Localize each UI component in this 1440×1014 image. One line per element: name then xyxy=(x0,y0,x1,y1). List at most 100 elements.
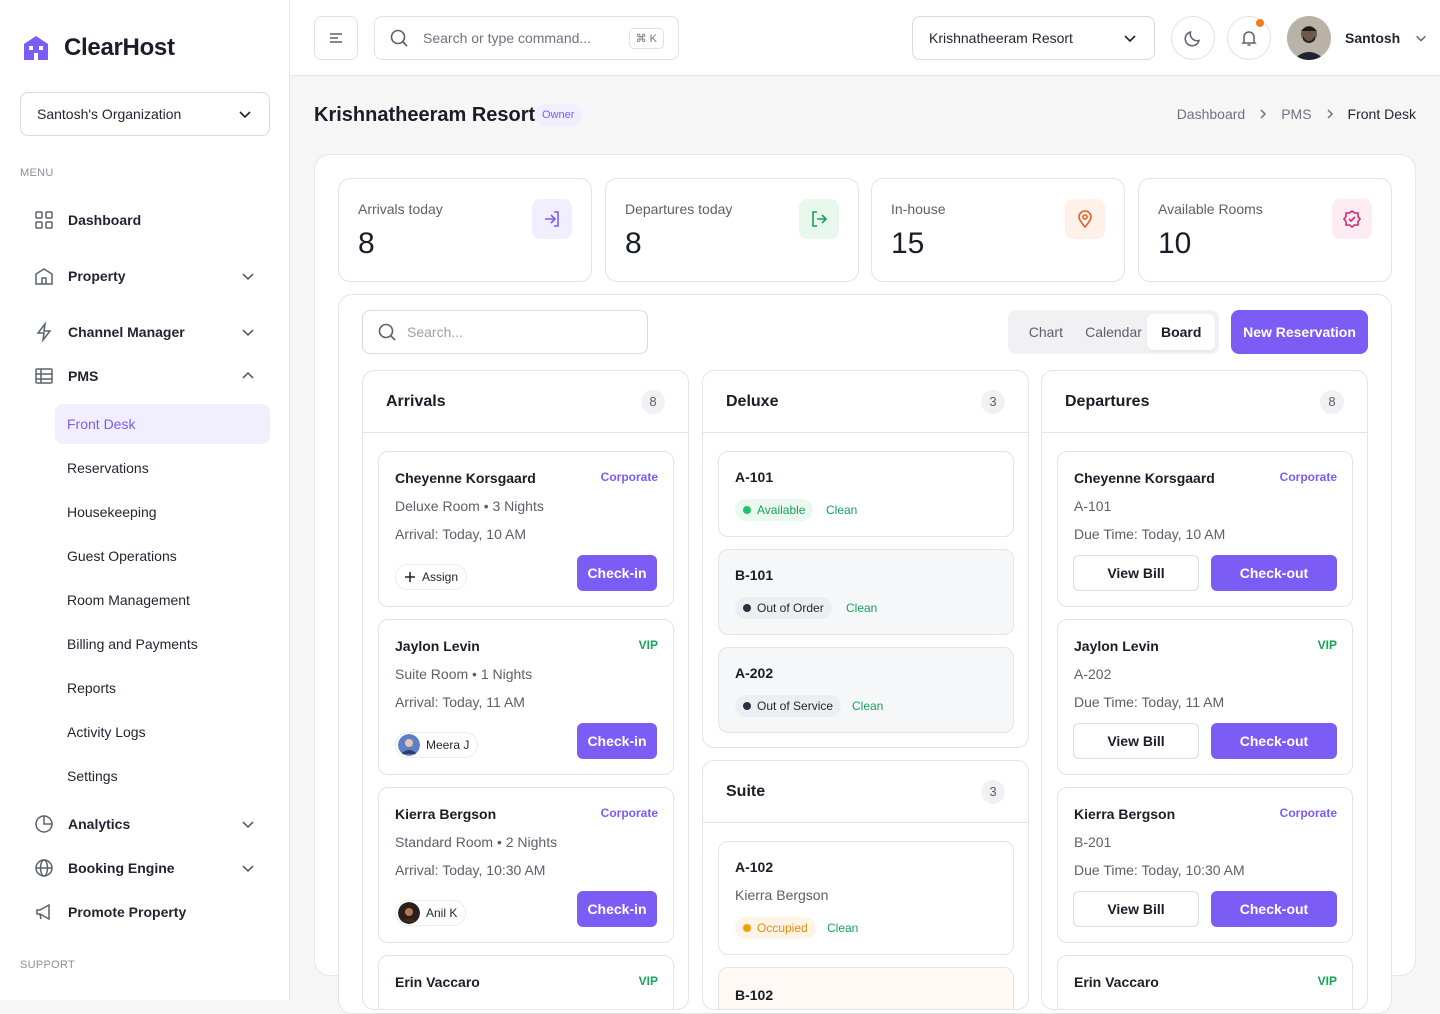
view-switcher: Chart Calendar Board xyxy=(1008,310,1219,354)
sidebar-item-label: Channel Manager xyxy=(68,324,185,340)
globe-icon xyxy=(34,858,54,878)
check-in-button[interactable]: Check-in xyxy=(577,891,657,927)
chevron-down-icon xyxy=(242,329,254,337)
sidebar-sub-housekeeping[interactable]: Housekeeping xyxy=(67,504,157,520)
departure-card[interactable]: Cheyenne Korsgaard Corporate A-101 Due T… xyxy=(1057,451,1353,607)
sidebar-item-analytics[interactable]: Analytics xyxy=(20,804,270,844)
sidebar-sub-front-desk[interactable]: Front Desk xyxy=(55,404,270,444)
menu-toggle-button[interactable] xyxy=(314,16,358,60)
organization-select[interactable]: Santosh's Organization xyxy=(20,92,270,136)
sidebar-sub-settings[interactable]: Settings xyxy=(67,768,118,784)
new-reservation-button[interactable]: New Reservation xyxy=(1231,310,1368,354)
organization-name: Santosh's Organization xyxy=(37,106,182,122)
assignee-name: Anil K xyxy=(426,906,458,920)
housekeeping-status: Clean xyxy=(826,503,858,517)
assignee-name: Meera J xyxy=(426,738,470,752)
support-label: SUPPORT xyxy=(20,959,76,971)
check-out-button[interactable]: Check-out xyxy=(1211,555,1337,591)
view-bill-button[interactable]: View Bill xyxy=(1073,555,1199,591)
search-placeholder: Search or type command... xyxy=(423,30,592,46)
chevron-down-icon xyxy=(1124,35,1136,43)
departure-card[interactable]: Kierra Bergson Corporate B-201 Due Time:… xyxy=(1057,787,1353,943)
column-title: Departures xyxy=(1065,392,1150,410)
sidebar-sub-activity-logs[interactable]: Activity Logs xyxy=(67,724,146,740)
breadcrumb: Dashboard PMS Front Desk xyxy=(1177,106,1416,122)
brand-logo[interactable]: ClearHost xyxy=(20,32,175,64)
room-card[interactable]: A-101 Available Clean xyxy=(718,451,1014,537)
check-in-button[interactable]: Check-in xyxy=(577,723,657,759)
sidebar-sub-guest-operations[interactable]: Guest Operations xyxy=(67,548,177,564)
room-card[interactable]: A-202 Out of Service Clean xyxy=(718,647,1014,733)
arrivals-column: Arrivals 8 Cheyenne Korsgaard Corporate … xyxy=(362,370,689,1010)
departure-card[interactable]: Jaylon Levin VIP A-202 Due Time: Today, … xyxy=(1057,619,1353,775)
status-badge: Out of Order xyxy=(735,597,832,619)
arrival-card[interactable]: Erin Vaccaro VIP xyxy=(378,955,674,1009)
building-icon xyxy=(34,266,54,286)
status-label: Occupied xyxy=(757,921,808,935)
sidebar-item-property[interactable]: Property xyxy=(20,256,270,296)
sidebar-item-dashboard[interactable]: Dashboard xyxy=(20,200,270,240)
room-number: A-101 xyxy=(1074,498,1112,514)
logo-icon xyxy=(24,36,48,60)
departure-card[interactable]: Erin Vaccaro VIP xyxy=(1057,955,1353,1009)
sidebar-item-pms[interactable]: PMS xyxy=(20,356,270,396)
column-title: Deluxe xyxy=(726,392,779,410)
user-name: Santosh xyxy=(1345,30,1401,46)
status-badge: Occupied xyxy=(735,917,816,939)
avatar xyxy=(1287,16,1331,60)
sidebar-sub-room-management[interactable]: Room Management xyxy=(67,592,190,608)
stat-card-arrivals: Arrivals today 8 xyxy=(338,178,592,282)
sidebar-sub-reservations[interactable]: Reservations xyxy=(67,460,149,476)
assignee-chip[interactable]: Meera J xyxy=(395,732,479,758)
sidebar-item-label: Promote Property xyxy=(68,904,187,920)
assignee-chip[interactable]: Anil K xyxy=(395,900,467,926)
notifications-button[interactable] xyxy=(1227,16,1271,60)
megaphone-icon xyxy=(34,902,54,922)
arrival-time: Arrival: Today, 10:30 AM xyxy=(395,862,546,878)
column-header: Arrivals 8 xyxy=(363,371,688,433)
command-search[interactable]: Search or type command... ⌘ K xyxy=(374,16,679,60)
arrival-card[interactable]: Jaylon Levin VIP Suite Room • 1 Nights A… xyxy=(378,619,674,775)
board-search-input[interactable]: Search... xyxy=(362,310,648,354)
location-pin-icon xyxy=(1065,199,1105,239)
view-tab-calendar[interactable]: Calendar xyxy=(1085,324,1142,340)
view-bill-button[interactable]: View Bill xyxy=(1073,891,1199,927)
breadcrumb-pms[interactable]: PMS xyxy=(1281,106,1312,122)
plus-icon xyxy=(405,572,415,582)
due-time: Due Time: Today, 11 AM xyxy=(1074,694,1225,710)
room-number: B-101 xyxy=(735,567,774,583)
check-in-button[interactable]: Check-in xyxy=(577,555,657,591)
stat-label: Available Rooms xyxy=(1158,201,1263,217)
login-icon xyxy=(532,199,572,239)
room-card[interactable]: A-102 Kierra Bergson Occupied Clean xyxy=(718,841,1014,955)
chevron-down-icon xyxy=(242,821,254,829)
assign-button[interactable]: Assign xyxy=(395,564,468,590)
brand-name: ClearHost xyxy=(64,34,175,61)
guest-tag: Corporate xyxy=(1279,470,1337,484)
breadcrumb-dashboard[interactable]: Dashboard xyxy=(1176,106,1246,122)
check-out-button[interactable]: Check-out xyxy=(1211,723,1337,759)
arrival-time: Arrival: Today, 11 AM xyxy=(395,694,525,710)
room-info: Suite Room • 1 Nights xyxy=(395,666,533,682)
column-header: Departures 8 xyxy=(1042,371,1367,433)
property-select-value: Krishnatheeram Resort xyxy=(929,30,1073,46)
room-card[interactable]: B-102 xyxy=(718,967,1014,1009)
arrival-card[interactable]: Kierra Bergson Corporate Standard Room •… xyxy=(378,787,674,943)
sidebar-sub-reports[interactable]: Reports xyxy=(67,680,117,696)
sidebar-sub-billing-payments[interactable]: Billing and Payments xyxy=(67,636,198,652)
view-bill-button[interactable]: View Bill xyxy=(1073,723,1199,759)
check-out-button[interactable]: Check-out xyxy=(1211,891,1337,927)
room-info: Standard Room • 2 Nights xyxy=(395,834,558,850)
sidebar-item-booking-engine[interactable]: Booking Engine xyxy=(20,848,270,888)
guest-name: Kierra Bergson xyxy=(1074,806,1176,822)
guest-tag: VIP xyxy=(1317,638,1337,652)
view-tab-chart[interactable]: Chart xyxy=(1028,324,1063,340)
sidebar-item-promote-property[interactable]: Promote Property xyxy=(20,892,270,932)
arrival-card[interactable]: Cheyenne Korsgaard Corporate Deluxe Room… xyxy=(378,451,674,607)
property-select[interactable]: Krishnatheeram Resort xyxy=(912,16,1155,60)
theme-toggle-button[interactable] xyxy=(1171,16,1215,60)
sidebar-item-channel-manager[interactable]: Channel Manager xyxy=(20,312,270,352)
user-menu[interactable]: Santosh xyxy=(1287,16,1428,60)
room-card[interactable]: B-101 Out of Order Clean xyxy=(718,549,1014,635)
view-tab-board[interactable]: Board xyxy=(1147,314,1216,350)
